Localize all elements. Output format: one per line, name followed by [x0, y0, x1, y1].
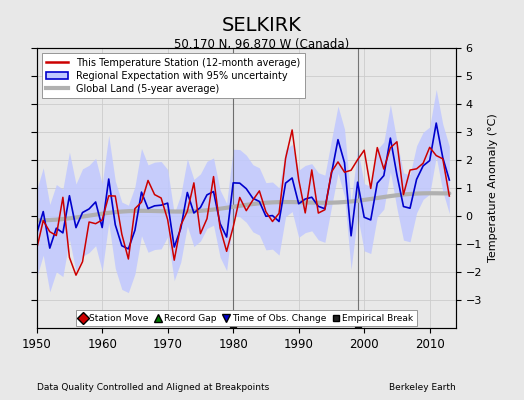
Text: 50.170 N, 96.870 W (Canada): 50.170 N, 96.870 W (Canada) [174, 38, 350, 51]
Text: Berkeley Earth: Berkeley Earth [389, 383, 456, 392]
Text: Data Quality Controlled and Aligned at Breakpoints: Data Quality Controlled and Aligned at B… [37, 383, 269, 392]
Text: SELKIRK: SELKIRK [222, 16, 302, 35]
Y-axis label: Temperature Anomaly (°C): Temperature Anomaly (°C) [488, 114, 498, 262]
Legend: Station Move, Record Gap, Time of Obs. Change, Empirical Break: Station Move, Record Gap, Time of Obs. C… [76, 310, 417, 326]
